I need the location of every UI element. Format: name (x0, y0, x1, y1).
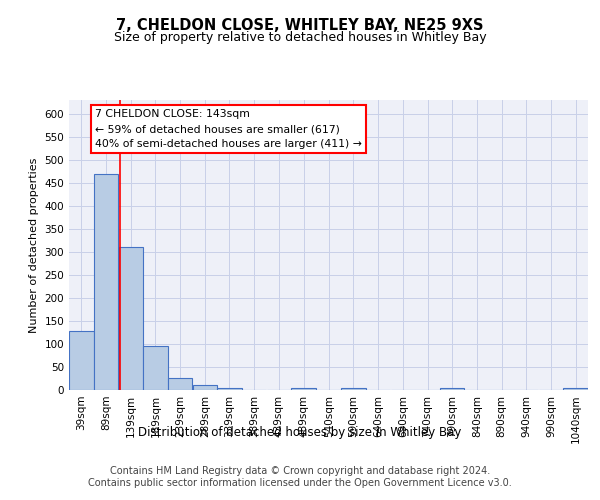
Text: Distribution of detached houses by size in Whitley Bay: Distribution of detached houses by size … (139, 426, 461, 439)
Bar (292, 388, 316, 390)
Y-axis label: Number of detached properties: Number of detached properties (29, 158, 39, 332)
Text: 7 CHELDON CLOSE: 143sqm
← 59% of detached houses are smaller (617)
40% of semi-d: 7 CHELDON CLOSE: 143sqm ← 59% of detache… (95, 109, 362, 149)
Bar (563, 388, 588, 390)
Bar (119, 248, 143, 390)
Text: Size of property relative to detached houses in Whitley Bay: Size of property relative to detached ho… (113, 31, 487, 44)
Bar (168, 378, 193, 390)
Bar (341, 388, 365, 390)
Bar (217, 388, 242, 390)
Bar (440, 388, 464, 390)
Bar (94, 174, 118, 390)
Text: 7, CHELDON CLOSE, WHITLEY BAY, NE25 9XS: 7, CHELDON CLOSE, WHITLEY BAY, NE25 9XS (116, 18, 484, 32)
Bar (69, 331, 94, 390)
Text: Contains HM Land Registry data © Crown copyright and database right 2024.
Contai: Contains HM Land Registry data © Crown c… (88, 466, 512, 487)
Bar (193, 386, 217, 390)
Bar (143, 346, 167, 390)
